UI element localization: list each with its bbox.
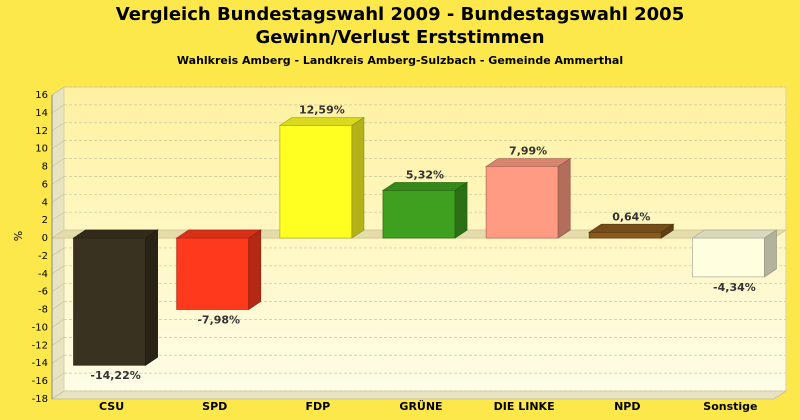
y-tick-label: -12 bbox=[32, 340, 48, 351]
bar-side bbox=[351, 116, 365, 239]
data-label: 0,64% bbox=[612, 210, 650, 223]
data-label: -7,98% bbox=[197, 313, 240, 326]
bar-side bbox=[557, 157, 571, 239]
bar-die-linke bbox=[484, 157, 572, 239]
gridline-side bbox=[51, 86, 65, 96]
y-axis: 16 14 12 10 8 6 4 2 0 -2 -4 -6 -8 -10 -12 -14 -16 -18 bbox=[32, 90, 53, 405]
y-tick-label: 6 bbox=[42, 179, 48, 190]
x-tick-label: GRÜNE bbox=[399, 399, 442, 413]
y-tick-label: -10 bbox=[32, 322, 48, 333]
y-tick-label: 2 bbox=[42, 215, 48, 226]
y-tick-label: -6 bbox=[38, 287, 48, 298]
gridline-side bbox=[51, 265, 65, 275]
bar-side bbox=[248, 229, 262, 311]
y-tick-label: 12 bbox=[35, 126, 48, 137]
bar-top bbox=[587, 223, 675, 233]
y-axis-label: % bbox=[12, 231, 25, 241]
bar-top bbox=[691, 229, 778, 239]
bar-top bbox=[175, 229, 263, 239]
y-tick-label: 8 bbox=[42, 162, 48, 173]
bar-side bbox=[660, 223, 674, 239]
x-tick-label: FDP bbox=[305, 400, 330, 413]
bar-spd bbox=[175, 229, 263, 311]
x-tick-label: DIE LINKE bbox=[494, 400, 555, 413]
gridline-side bbox=[51, 283, 65, 292]
gridline-side bbox=[51, 104, 65, 114]
gridline-side bbox=[51, 319, 65, 328]
data-label: -4,34% bbox=[713, 281, 756, 294]
y-tick-label: -8 bbox=[38, 305, 48, 316]
y-tick-label: -16 bbox=[32, 376, 48, 387]
y-tick-label: -2 bbox=[38, 251, 48, 262]
data-label: -14,22% bbox=[90, 369, 140, 382]
chart-subtitle: Gewinn/Verlust Erststimmen bbox=[255, 27, 545, 48]
bar-side bbox=[145, 229, 158, 366]
bar-front bbox=[485, 166, 559, 239]
y-tick-label: 14 bbox=[35, 108, 48, 119]
bars bbox=[72, 116, 778, 366]
gridline-side bbox=[51, 211, 65, 221]
plot-left-wall bbox=[51, 86, 65, 400]
x-tick-label: Sonstige bbox=[703, 400, 757, 413]
y-tick-label: 16 bbox=[35, 90, 48, 101]
plot-back-wall bbox=[63, 86, 787, 392]
bar-front bbox=[279, 125, 353, 239]
gridline-side bbox=[51, 122, 65, 132]
chart-title: Vergleich Bundestagswahl 2009 - Bundesta… bbox=[115, 4, 685, 25]
gridline-side bbox=[51, 301, 65, 310]
bar-top bbox=[484, 158, 572, 168]
bar-sonstige bbox=[691, 229, 778, 278]
bar-npd bbox=[587, 223, 675, 239]
gridline-side bbox=[51, 194, 65, 203]
bar-front bbox=[588, 231, 662, 239]
plot-floor bbox=[50, 390, 788, 400]
gridline-side bbox=[51, 247, 65, 257]
y-tick-label: -18 bbox=[32, 394, 48, 405]
gridline-side bbox=[51, 140, 65, 149]
y-tick-label: -4 bbox=[38, 269, 48, 280]
gridline-side bbox=[51, 337, 65, 346]
bar-front bbox=[176, 237, 250, 310]
bar-fdp bbox=[278, 116, 366, 239]
gridline-side bbox=[51, 372, 65, 382]
gridline-side bbox=[51, 176, 65, 185]
bar-top bbox=[72, 229, 159, 239]
y-tick-label: -14 bbox=[32, 358, 48, 369]
plot-area bbox=[50, 86, 788, 400]
x-tick-label: SPD bbox=[202, 400, 227, 413]
y-tick-label: 4 bbox=[42, 197, 48, 208]
bar-top bbox=[278, 117, 366, 126]
bar-grüne bbox=[381, 181, 469, 239]
data-label: 12,59% bbox=[299, 103, 345, 116]
bar-front bbox=[73, 237, 146, 366]
bar-top bbox=[381, 182, 469, 191]
bar-front bbox=[382, 190, 456, 239]
bar-csu bbox=[72, 229, 159, 366]
data-label: 7,99% bbox=[509, 145, 547, 158]
y-tick-label: 10 bbox=[35, 144, 48, 155]
chart-subsubtitle: Wahlkreis Amberg - Landkreis Amberg-Sulz… bbox=[176, 54, 624, 67]
data-label: 5,32% bbox=[406, 168, 444, 181]
bar-side bbox=[764, 229, 777, 278]
y-tick-label: 0 bbox=[42, 233, 48, 244]
bar-front bbox=[692, 237, 765, 278]
labels: -14,22% CSU -7,98% SPD 12,59% FDP 5,32% GRÜNE 7,… bbox=[90, 103, 757, 413]
gridline-side bbox=[51, 390, 65, 400]
bar-side bbox=[454, 181, 468, 239]
x-tick-label: NPD bbox=[614, 400, 640, 413]
gridline-side bbox=[51, 354, 65, 364]
gridline-side bbox=[51, 158, 65, 167]
x-tick-label: CSU bbox=[99, 400, 124, 413]
